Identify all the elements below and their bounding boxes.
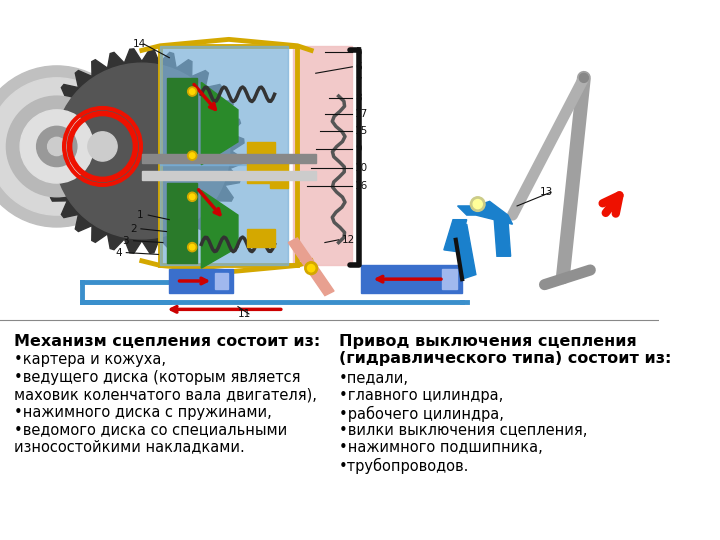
Text: 12: 12 bbox=[341, 235, 355, 245]
Text: 5: 5 bbox=[355, 47, 361, 57]
Text: 15: 15 bbox=[355, 126, 369, 136]
Polygon shape bbox=[168, 183, 197, 262]
Bar bbox=[142, 154, 316, 163]
Text: 7: 7 bbox=[355, 77, 361, 87]
Text: 13: 13 bbox=[540, 187, 553, 197]
Circle shape bbox=[188, 151, 197, 160]
Text: 17: 17 bbox=[355, 110, 369, 119]
Bar bbox=[442, 269, 456, 289]
Text: •ведомого диска со специальными: •ведомого диска со специальными bbox=[14, 422, 287, 437]
Text: •вилки выключения сцепления,: •вилки выключения сцепления, bbox=[338, 423, 587, 438]
Text: 1: 1 bbox=[138, 210, 144, 220]
Polygon shape bbox=[494, 220, 510, 256]
Bar bbox=[247, 142, 274, 183]
Text: •педали,: •педали, bbox=[338, 370, 409, 386]
Text: 11: 11 bbox=[238, 309, 251, 319]
Circle shape bbox=[20, 110, 94, 183]
Text: 3: 3 bbox=[122, 236, 130, 246]
Polygon shape bbox=[168, 78, 197, 160]
Bar bbox=[293, 46, 352, 266]
Circle shape bbox=[189, 194, 195, 200]
Polygon shape bbox=[40, 49, 244, 253]
Polygon shape bbox=[444, 220, 467, 252]
Circle shape bbox=[188, 87, 197, 96]
Bar bbox=[361, 266, 462, 293]
Circle shape bbox=[0, 66, 138, 227]
Text: 16: 16 bbox=[355, 181, 369, 191]
Text: маховик коленчатого вала двигателя),: маховик коленчатого вала двигателя), bbox=[14, 387, 317, 402]
Polygon shape bbox=[458, 201, 513, 224]
Text: 14: 14 bbox=[132, 39, 146, 49]
Text: •картера и кожуха,: •картера и кожуха, bbox=[14, 353, 166, 367]
Bar bbox=[215, 273, 228, 289]
Circle shape bbox=[54, 63, 230, 239]
Text: •трубопроводов.: •трубопроводов. bbox=[338, 457, 469, 474]
Circle shape bbox=[473, 200, 482, 208]
Text: •главного цилиндра,: •главного цилиндра, bbox=[338, 388, 503, 403]
Bar bbox=[169, 269, 233, 293]
Circle shape bbox=[580, 73, 588, 83]
Circle shape bbox=[305, 262, 318, 274]
Circle shape bbox=[188, 242, 197, 252]
Text: 4: 4 bbox=[115, 248, 122, 258]
Circle shape bbox=[189, 245, 195, 250]
Circle shape bbox=[48, 137, 66, 156]
Text: •рабочего цилиндра,: •рабочего цилиндра, bbox=[338, 406, 503, 422]
Text: •нажимного подшипника,: •нажимного подшипника, bbox=[338, 440, 542, 455]
Circle shape bbox=[58, 103, 146, 191]
Text: Привод выключения сцепления: Привод выключения сцепления bbox=[338, 334, 636, 349]
Text: •ведущего диска (которым является: •ведущего диска (которым является bbox=[14, 370, 300, 385]
Polygon shape bbox=[288, 238, 334, 295]
Text: (гидравлического типа) состоит из:: (гидравлического типа) состоит из: bbox=[338, 350, 671, 366]
Polygon shape bbox=[202, 191, 238, 268]
Bar bbox=[247, 229, 274, 247]
Text: 10: 10 bbox=[355, 163, 368, 172]
Text: износостойкими накладками.: износостойкими накладками. bbox=[14, 440, 245, 454]
Bar bbox=[142, 171, 316, 180]
Polygon shape bbox=[453, 224, 476, 279]
Text: •нажимного диска с пружинами,: •нажимного диска с пружинами, bbox=[14, 404, 271, 420]
Polygon shape bbox=[202, 83, 238, 165]
Circle shape bbox=[0, 78, 125, 215]
Text: 9: 9 bbox=[355, 144, 361, 154]
Circle shape bbox=[88, 132, 117, 161]
Circle shape bbox=[189, 89, 195, 94]
Text: 2: 2 bbox=[130, 224, 137, 234]
Text: Механизм сцепления состоит из:: Механизм сцепления состоит из: bbox=[14, 334, 320, 349]
Circle shape bbox=[188, 192, 197, 201]
Bar bbox=[160, 46, 288, 165]
Circle shape bbox=[37, 126, 77, 166]
Bar bbox=[160, 160, 288, 266]
Text: 8: 8 bbox=[355, 93, 361, 103]
Circle shape bbox=[6, 96, 107, 197]
Circle shape bbox=[75, 119, 130, 174]
Circle shape bbox=[470, 197, 485, 212]
Bar bbox=[270, 156, 288, 187]
Text: 6: 6 bbox=[355, 62, 361, 72]
Circle shape bbox=[307, 265, 315, 272]
Circle shape bbox=[189, 153, 195, 158]
Circle shape bbox=[48, 92, 158, 201]
